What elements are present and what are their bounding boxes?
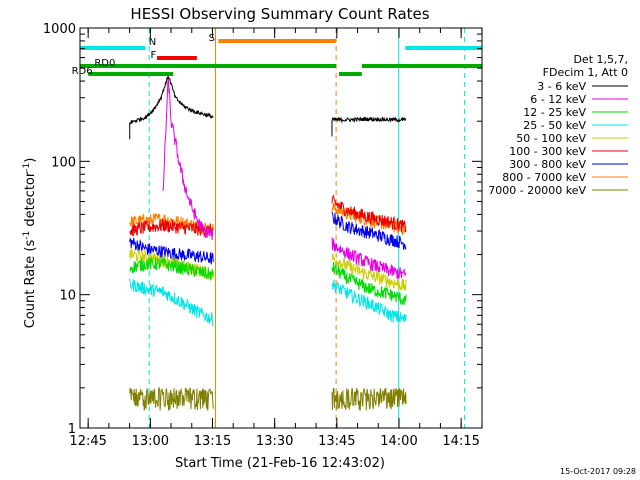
axes: 1 10 100 1000 12:45 13:00 13:15 13:30 13:45 14:00… [43, 22, 483, 449]
x-tick-label-1: 13:00 [132, 434, 169, 449]
series-25-50-kev-segment-1 [331, 279, 407, 323]
plot-frame [79, 27, 483, 429]
series-800-7000-kev-segment-0 [129, 212, 214, 237]
series-50-100-kev-segment-1 [331, 253, 407, 291]
legend-label-4: 50 - 100 keV [516, 132, 586, 145]
y-tick-label-1: 1 [68, 422, 76, 437]
timestamp-label: 15-Oct-2017 09:28 [560, 467, 636, 476]
x-tick-label-6: 14:15 [442, 434, 479, 449]
y-tick-label-10: 10 [59, 289, 76, 304]
legend-label-2: 12 - 25 keV [523, 106, 586, 119]
flag-label-RD6: RD6 [72, 66, 93, 77]
flag-label-F: F [150, 50, 156, 61]
series-7000-20000-kev-segment-0 [129, 386, 214, 411]
legend-label-3: 25 - 50 keV [523, 119, 586, 132]
legend-label-1: 6 - 12 keV [530, 93, 586, 106]
legend-header-0: Det 1,5,7, [573, 53, 628, 66]
legend-label-7: 800 - 7000 keV [502, 171, 586, 184]
x-tick-label-5: 14:00 [380, 434, 417, 449]
x-tick-label-4: 13:45 [318, 434, 355, 449]
series-6-12-kev-segment-0 [162, 76, 214, 241]
y-axis-label: Count Rate (s-1 detector-1) [22, 158, 38, 329]
y-tick-label-100: 100 [51, 155, 76, 170]
x-tick-label-0: 12:45 [69, 434, 106, 449]
x-axis-label: Start Time (21-Feb-16 12:43:02) [175, 456, 385, 471]
series-6-12-kev-segment-1 [331, 237, 407, 279]
series-100-300-kev-segment-1 [331, 194, 407, 233]
legend-label-0: 3 - 6 keV [537, 80, 586, 93]
legend-label-8: 7000 - 20000 keV [488, 184, 586, 197]
flag-label-N: N [149, 37, 156, 48]
chart-title: HESSI Observing Summary Count Rates [130, 5, 429, 23]
series-7000-20000-kev-segment-1 [331, 387, 407, 411]
flag-label-S: S [209, 33, 215, 44]
series-25-50-kev-segment-0 [129, 278, 214, 327]
series-3-6-kev-segment-1 [331, 116, 407, 124]
series-12-25-kev-segment-1 [331, 262, 407, 306]
series-50-100-kev-segment-0 [129, 248, 214, 282]
legend-label-6: 300 - 800 keV [509, 158, 586, 171]
legend-label-5: 100 - 300 keV [509, 145, 586, 158]
y-tick-label-1000: 1000 [43, 22, 76, 37]
legend-header-1: FDecim 1, Att 0 [543, 66, 628, 79]
series-3-6-kev-segment-0 [129, 75, 214, 125]
series-300-800-kev-segment-1 [331, 211, 407, 251]
x-tick-label-2: 13:15 [194, 434, 231, 449]
series-12-25-kev-segment-0 [129, 257, 214, 281]
x-tick-label-3: 13:30 [256, 434, 293, 449]
flag-label-RD0: RD0 [94, 58, 115, 69]
series-100-300-kev-segment-0 [129, 218, 214, 237]
